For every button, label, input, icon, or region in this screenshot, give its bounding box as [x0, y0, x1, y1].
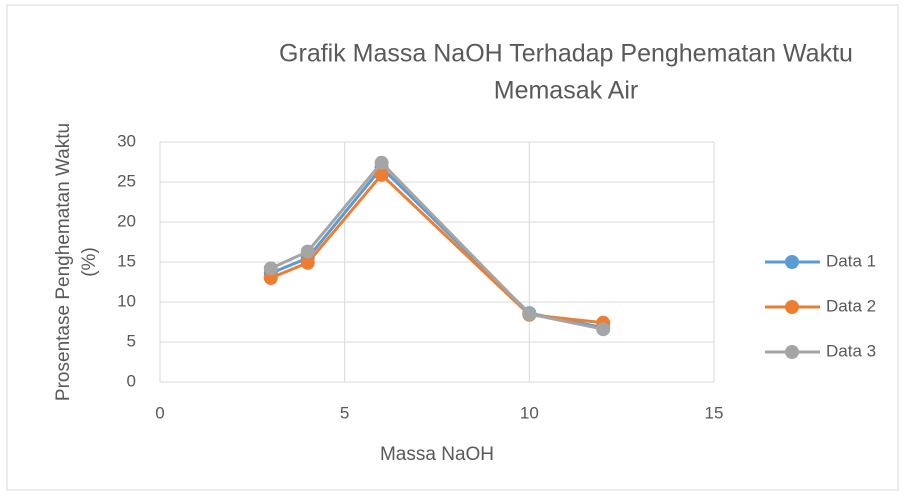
y-tick-label: 15 [117, 251, 136, 270]
x-tick-label: 0 [155, 403, 164, 422]
chart-title: Memasak Air [494, 77, 638, 105]
legend-label: Data 3 [826, 341, 876, 360]
legend-label: Data 1 [826, 251, 876, 270]
legend-marker [785, 300, 799, 314]
data-point [300, 244, 315, 259]
data-point [596, 322, 611, 337]
y-axis-title: Prosentase Penghematan Waktu [53, 123, 74, 401]
y-axis-title: (%) [79, 247, 100, 277]
y-tick-label: 5 [127, 331, 136, 350]
legend-marker [785, 345, 799, 359]
y-tick-label: 20 [117, 211, 136, 230]
data-point [263, 271, 278, 285]
data-point [263, 261, 278, 276]
x-tick-label: 5 [340, 403, 349, 422]
y-tick-label: 0 [127, 371, 136, 390]
data-point [300, 255, 315, 270]
legend-label: Data 2 [826, 296, 876, 315]
x-axis-title: Massa NaOH [380, 444, 494, 465]
data-point [374, 167, 389, 182]
chart-border [6, 4, 899, 491]
x-tick-label: 10 [520, 403, 539, 422]
legend-marker [785, 255, 799, 269]
y-tick-label: 25 [117, 171, 136, 190]
data-point [522, 307, 537, 321]
y-tick-label: 30 [117, 131, 136, 150]
y-tick-label: 10 [117, 291, 136, 310]
chart-title: Grafik Massa NaOH Terhadap Penghematan W… [279, 40, 853, 68]
data-point [374, 155, 389, 170]
x-tick-label: 15 [705, 403, 724, 422]
